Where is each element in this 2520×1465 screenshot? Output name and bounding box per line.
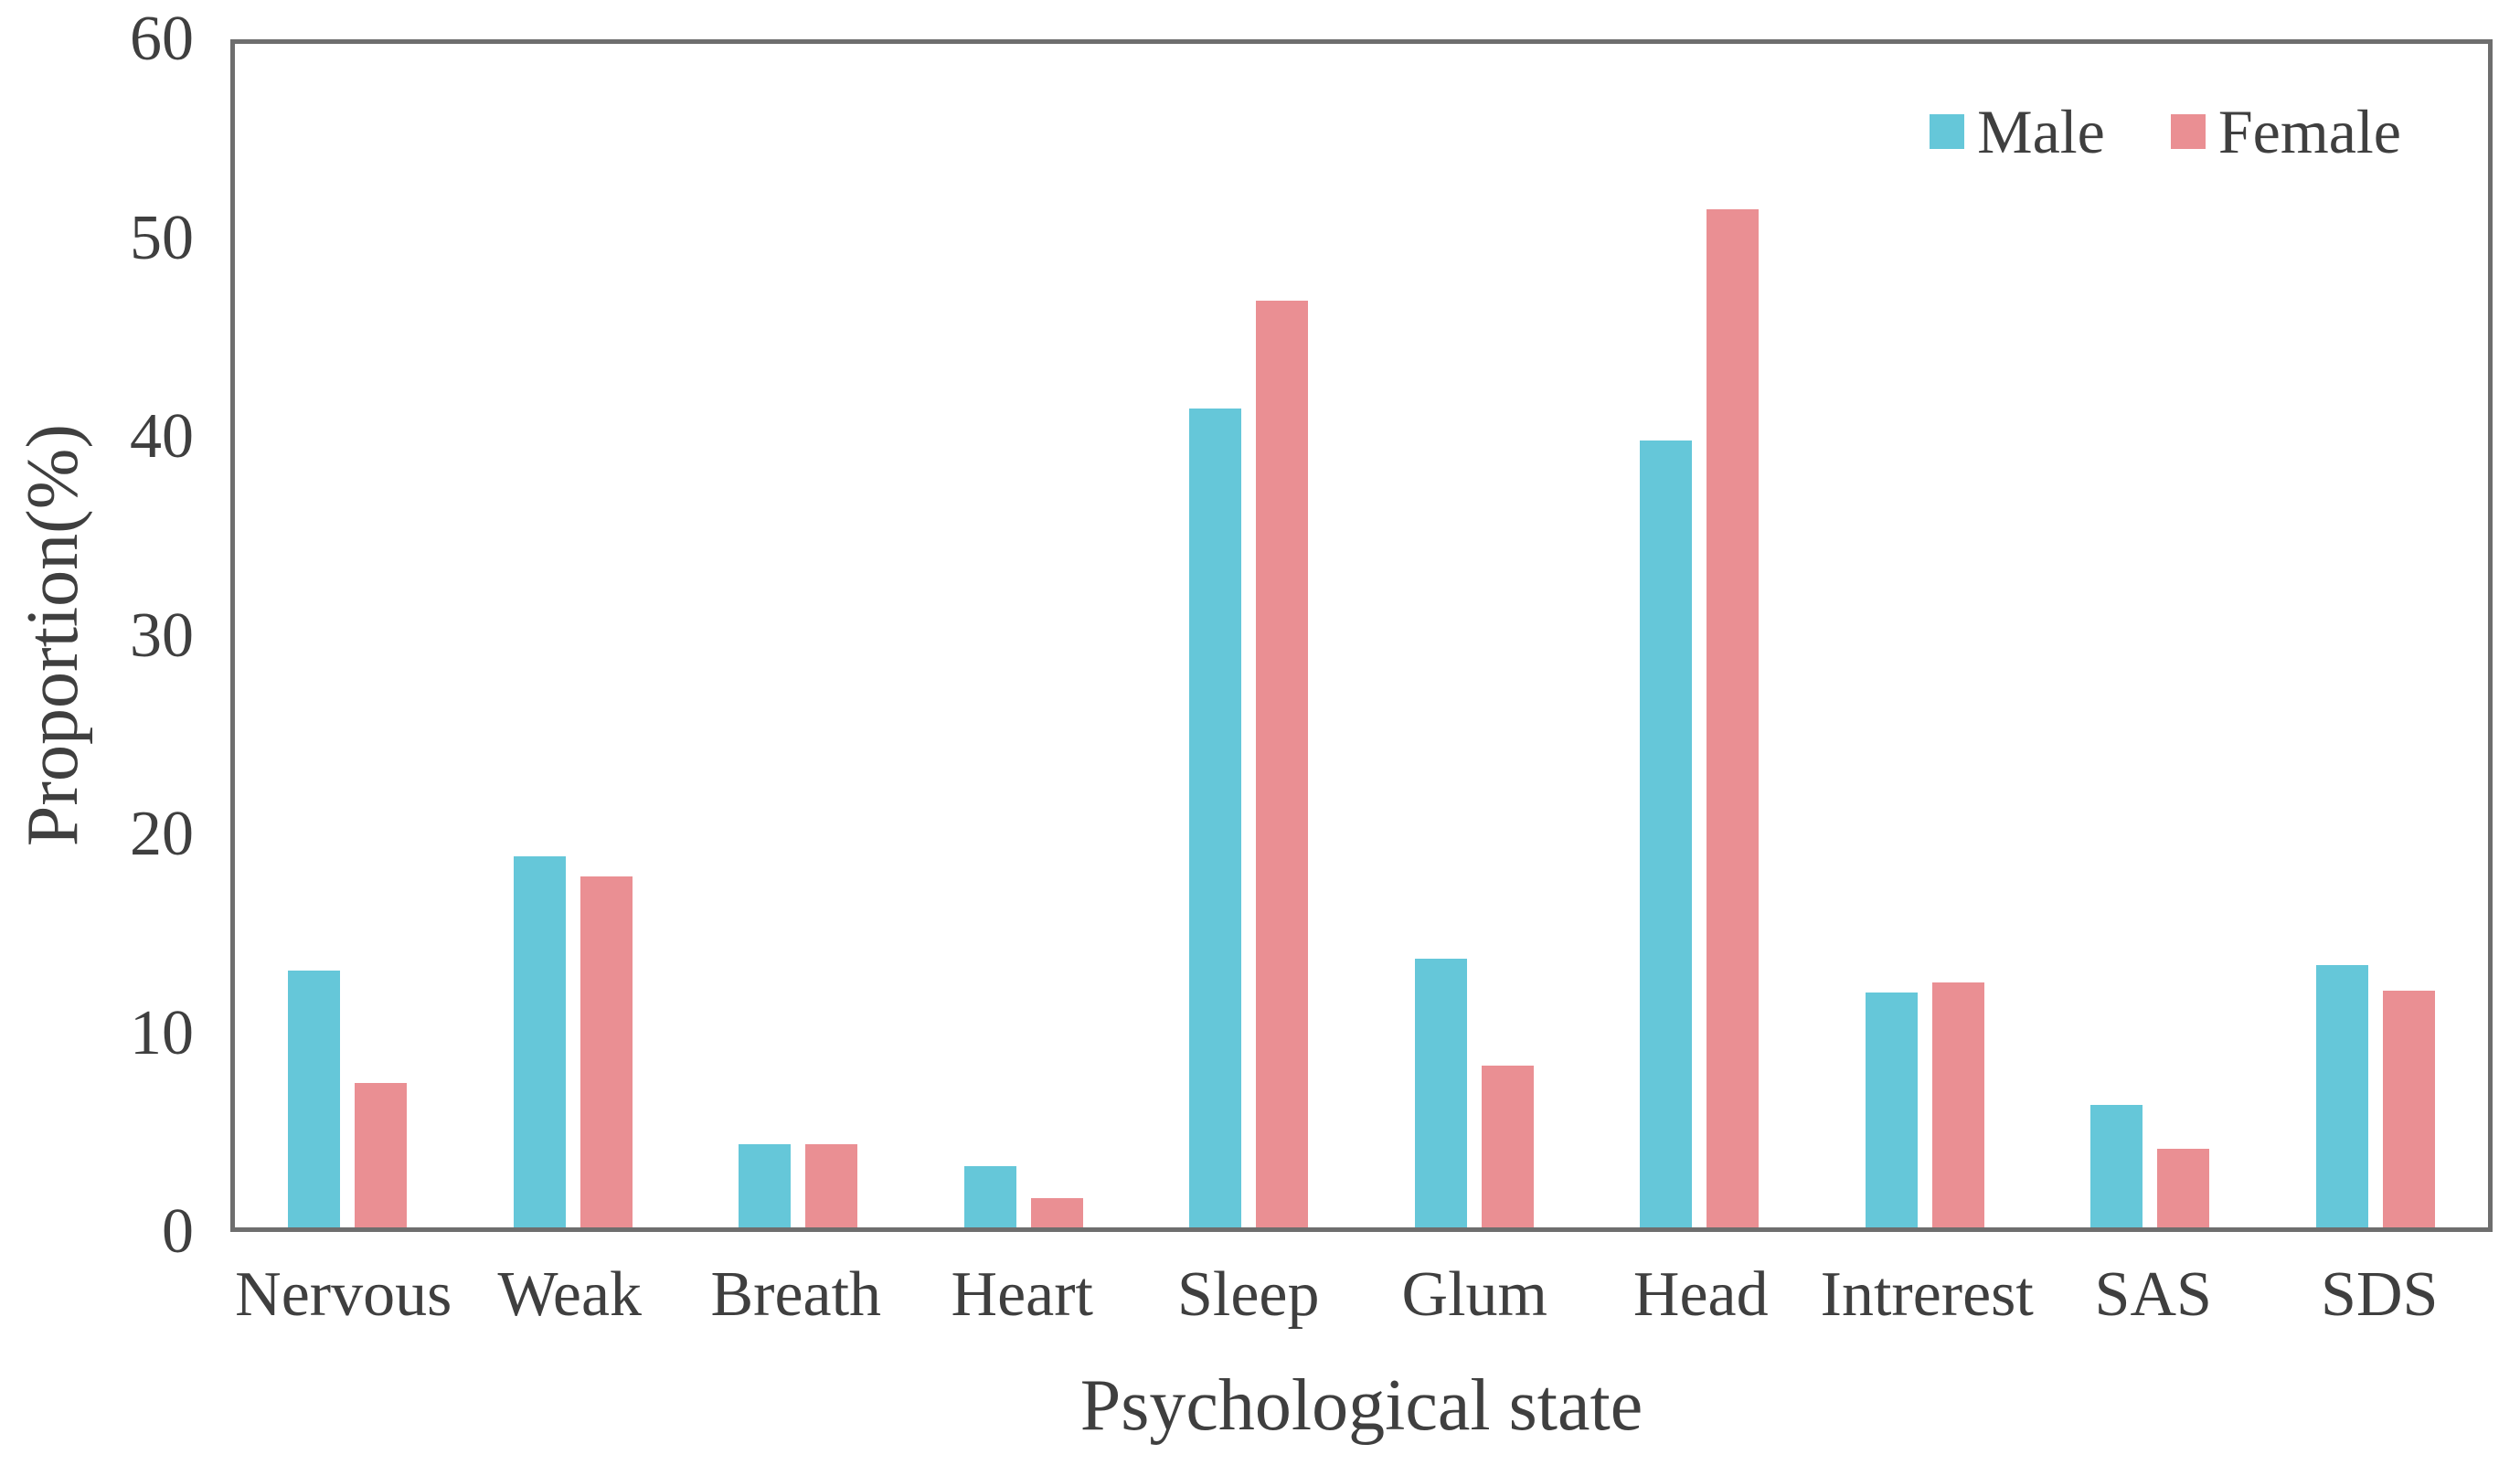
bar-group-weak [461,44,686,1227]
bar-group-sleep [1136,44,1362,1227]
legend-label-female: Female [2217,97,2401,166]
bar-group-glum [1362,44,1588,1227]
plot-area: Male Female [230,39,2493,1232]
bar-male-sas [2090,1105,2143,1227]
y-tick-label-30: 30 [130,600,194,671]
bar-group-sds [2263,44,2489,1227]
x-axis-title: Psychological state [1079,1365,1643,1446]
bar-group-intrerest [1813,44,2038,1227]
plot-groups [235,44,2488,1227]
bar-male-sleep [1189,409,1242,1227]
x-tick-label-sds: SDS [2321,1259,2439,1330]
bar-male-heart [963,1166,1016,1227]
y-tick-label-20: 20 [130,799,194,869]
legend-item-female: Female [2170,97,2401,166]
bar-female-sleep [1256,300,1309,1227]
x-tick-label-nervous: Nervous [235,1259,452,1330]
legend-label-male: Male [1977,97,2105,166]
bar-female-sds [2382,991,2435,1227]
bar-male-intrerest [1865,993,1918,1227]
bar-male-sds [2315,964,2368,1227]
legend-item-male: Male [1930,101,2105,163]
bar-group-sas [2037,44,2263,1227]
bar-male-nervous [288,971,341,1227]
legend-swatch-male-icon [1930,114,1965,149]
x-tick-label-intrerest: Intrerest [1820,1259,2034,1330]
legend-swatch-female-icon [2170,114,2206,149]
bar-group-heart [911,44,1137,1227]
y-axis-ticks: 0 10 20 30 40 50 60 [0,7,208,1264]
x-tick-label-weak: Weak [497,1259,643,1330]
y-tick-label-0: 0 [162,1196,194,1267]
x-tick-label-sas: SAS [2094,1259,2212,1330]
y-tick-label-50: 50 [130,202,194,273]
x-tick-label-glum: Glum [1401,1259,1547,1330]
bar-female-weak [579,876,633,1227]
y-tick-label-10: 10 [130,997,194,1068]
y-tick-label-40: 40 [130,401,194,472]
x-tick-label-head: Head [1632,1259,1769,1330]
bar-female-breath [805,1144,858,1227]
x-tick-label-breath: Breath [710,1259,882,1330]
bar-male-glum [1414,959,1467,1227]
bar-group-nervous [235,44,461,1227]
y-tick-label-60: 60 [130,4,194,74]
bar-male-breath [739,1144,792,1227]
bar-female-head [1707,209,1760,1227]
bar-male-weak [513,856,566,1227]
bar-female-heart [1030,1197,1083,1227]
bar-male-head [1640,440,1693,1227]
bar-female-sas [2157,1148,2210,1227]
bar-group-breath [686,44,911,1227]
bar-female-nervous [355,1083,408,1227]
legend: Male Female [1930,101,2401,163]
bar-group-head [1587,44,1813,1227]
x-axis-labels: Nervous Weak Breath Heart Sleep Glum Head Intre… [230,1263,2493,1327]
bar-female-glum [1481,1066,1534,1227]
x-tick-label-heart: Heart [951,1259,1093,1330]
bar-female-intrerest [1931,982,1984,1227]
x-tick-label-sleep: Sleep [1176,1259,1320,1330]
